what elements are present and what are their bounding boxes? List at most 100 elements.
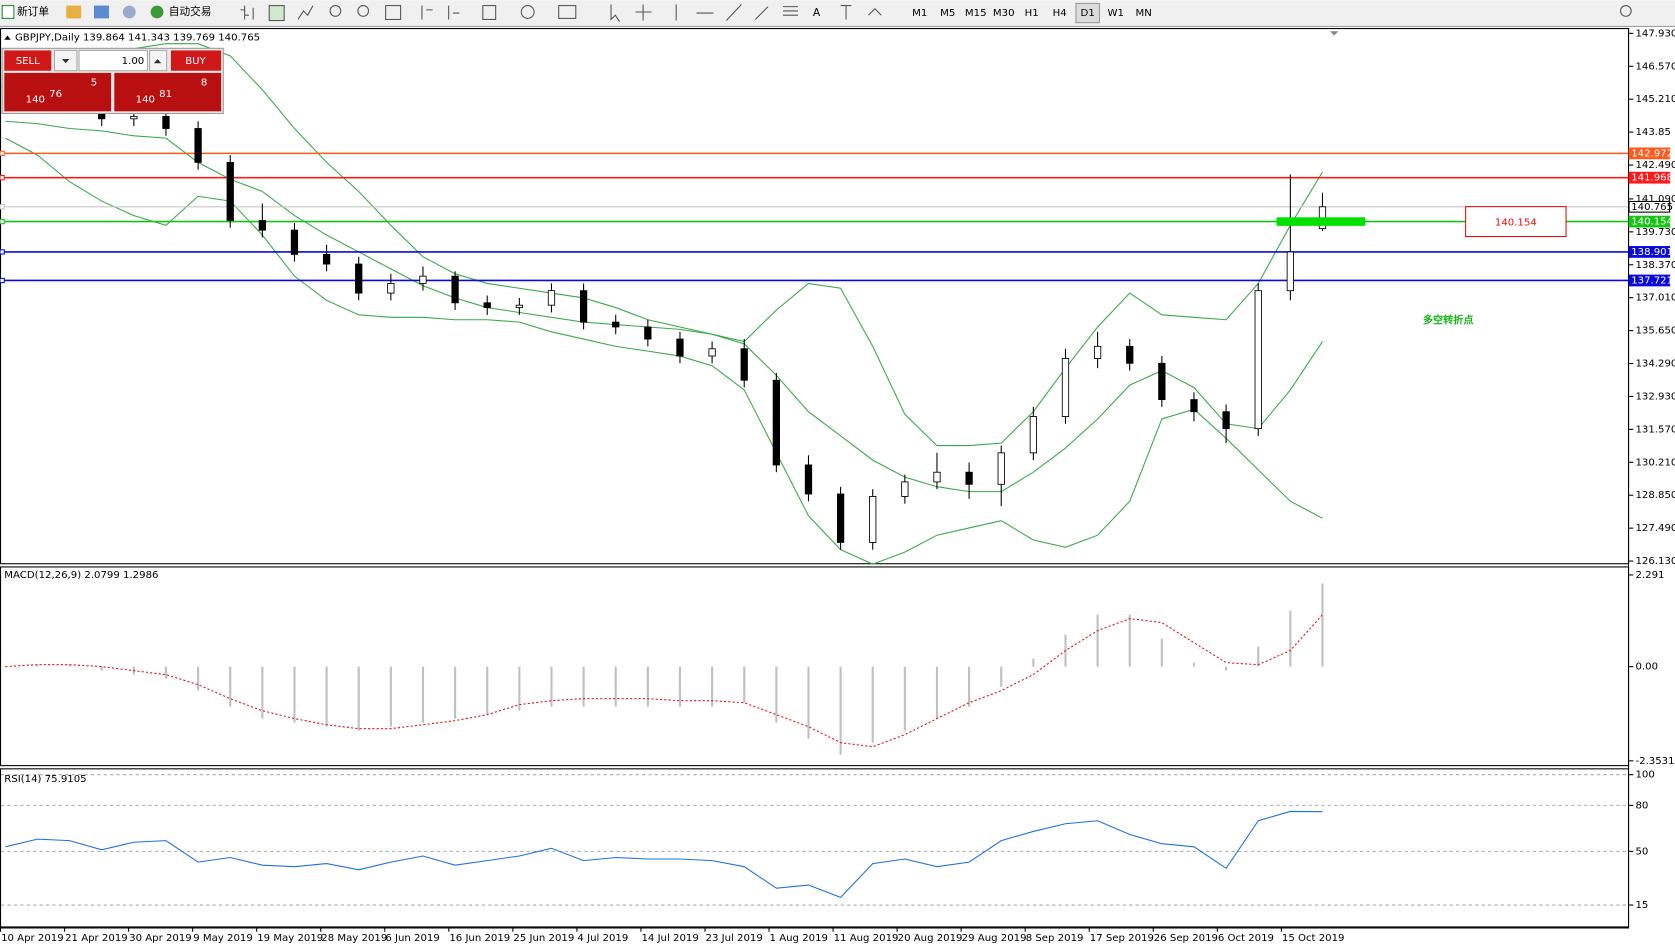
drawing-tools[interactable] <box>675 4 798 21</box>
sell-button[interactable] <box>4 50 52 71</box>
timeframe-button[interactable]: H4 <box>1053 8 1067 19</box>
auto-trading-button[interactable]: 自动交易 <box>150 5 212 19</box>
candle-body <box>965 471 973 485</box>
candle-body <box>290 229 299 255</box>
lots-value[interactable]: 1.00 <box>122 56 145 67</box>
text-tools[interactable] <box>840 5 882 20</box>
candle-body <box>1254 290 1262 430</box>
macd-bar <box>389 666 392 727</box>
timeframe-button[interactable]: W1 <box>1107 8 1123 19</box>
text-tool[interactable]: A <box>813 6 821 19</box>
macd-bar <box>1257 646 1260 667</box>
toolbar-icon[interactable] <box>66 5 82 19</box>
zoom-out[interactable] <box>357 5 370 17</box>
lots-field[interactable] <box>78 49 148 72</box>
crosshair-tool[interactable] <box>635 4 652 21</box>
level-anchor <box>0 277 5 284</box>
indicator-tool[interactable] <box>482 5 497 20</box>
candle-body <box>258 220 266 231</box>
candle-body <box>355 263 363 294</box>
timeframe-button[interactable]: M5 <box>940 8 955 19</box>
buy-label[interactable]: BUY <box>185 56 206 67</box>
timeframe-button[interactable]: MN <box>1136 8 1152 19</box>
macd-bar <box>1192 662 1196 667</box>
candle-body <box>1061 358 1070 417</box>
cursor-tool[interactable] <box>610 4 621 22</box>
macd-bar <box>903 666 906 731</box>
tile-tool[interactable] <box>385 5 402 20</box>
bid-pips: 76 <box>49 89 62 100</box>
macd-bar <box>164 666 168 679</box>
buy-button[interactable] <box>170 50 222 71</box>
new-order-label[interactable]: 新订单 <box>17 5 49 18</box>
toolbar-bg <box>0 0 1675 26</box>
macd-bar <box>486 666 489 715</box>
timeframe-button[interactable]: M15 <box>965 8 987 19</box>
period-tool[interactable] <box>520 5 535 19</box>
bar-chart-tool[interactable] <box>240 5 254 20</box>
template-tool[interactable] <box>558 5 577 19</box>
x-tick-label: 15 Oct 2019 <box>1282 933 1345 944</box>
candle-body <box>387 282 395 294</box>
lots-up-arrow <box>153 58 162 64</box>
macd-bar <box>1032 658 1035 667</box>
y-tick-label: 139.730 <box>1635 227 1675 238</box>
x-tick-label: 23 Jul 2019 <box>706 933 763 944</box>
macd-bar <box>36 664 39 667</box>
timeframe-button[interactable]: M1 <box>912 8 927 19</box>
ask-box[interactable] <box>114 72 222 112</box>
candle-body <box>933 471 941 483</box>
level-label: 142.972 <box>1631 148 1673 159</box>
y-tick-label: 138.370 <box>1635 260 1675 271</box>
y-tick-label: 2.291 <box>1635 570 1664 581</box>
timeframe-button[interactable]: M30 <box>993 8 1015 19</box>
y-tick-label: 80 <box>1635 800 1648 811</box>
x-tick-label: 30 Apr 2019 <box>129 933 192 944</box>
x-tick-label: 1 Aug 2019 <box>770 933 828 944</box>
rsi-title: RSI(14) 75.9105 <box>4 774 86 785</box>
toolbar-icon[interactable] <box>122 5 136 19</box>
search-icon[interactable] <box>1619 5 1632 17</box>
timeframe-button[interactable]: D1 <box>1081 8 1095 19</box>
bid-point: 5 <box>91 77 97 88</box>
macd-bar <box>935 666 939 719</box>
macd-bar <box>421 666 425 723</box>
line-tool[interactable] <box>297 5 314 20</box>
toolbar-tools <box>240 4 1632 22</box>
candle-body <box>1093 345 1102 359</box>
new-order-button[interactable]: 新订单 <box>1 5 49 19</box>
sell-label[interactable]: SELL <box>16 56 40 67</box>
candle-body <box>483 302 491 309</box>
x-tick-label: 21 Apr 2019 <box>65 933 128 944</box>
macd-bar <box>550 666 553 707</box>
y-tick-label: 142.490 <box>1635 160 1675 171</box>
candle-body <box>322 253 331 265</box>
order-panel: SELL 1.00 BUY 140 76 5 140 81 8 <box>1 47 224 115</box>
timeframe-button[interactable]: H1 <box>1025 8 1039 19</box>
level-label-box <box>1628 200 1671 213</box>
auto-trading-label[interactable]: 自动交易 <box>169 5 212 18</box>
y-tick-label: 143.85 <box>1635 127 1670 138</box>
candle-body <box>451 275 459 304</box>
scroll-tools[interactable] <box>421 5 460 20</box>
bollinger-middle <box>5 120 1323 493</box>
candle-body <box>1126 345 1134 364</box>
x-tick-label: 6 Oct 2019 <box>1218 933 1274 944</box>
toolbar-icon[interactable] <box>94 5 109 19</box>
candle-tool[interactable] <box>268 5 285 22</box>
macd-bar <box>807 666 810 739</box>
macd-bar <box>100 666 103 671</box>
y-tick-label: 130.210 <box>1635 457 1675 468</box>
x-tick-label: 10 Apr 2019 <box>1 933 64 944</box>
x-tick-label: 25 Jun 2019 <box>513 933 574 944</box>
candle-body <box>194 128 202 163</box>
candle-body <box>1222 411 1230 430</box>
macd-bar <box>1321 583 1324 667</box>
bid-box[interactable] <box>4 72 112 112</box>
zoom-in[interactable] <box>329 5 342 17</box>
collapse-arrow[interactable] <box>4 35 11 40</box>
x-tick-label: 6 Jun 2019 <box>385 933 439 944</box>
x-tick-label: 9 May 2019 <box>193 933 253 944</box>
